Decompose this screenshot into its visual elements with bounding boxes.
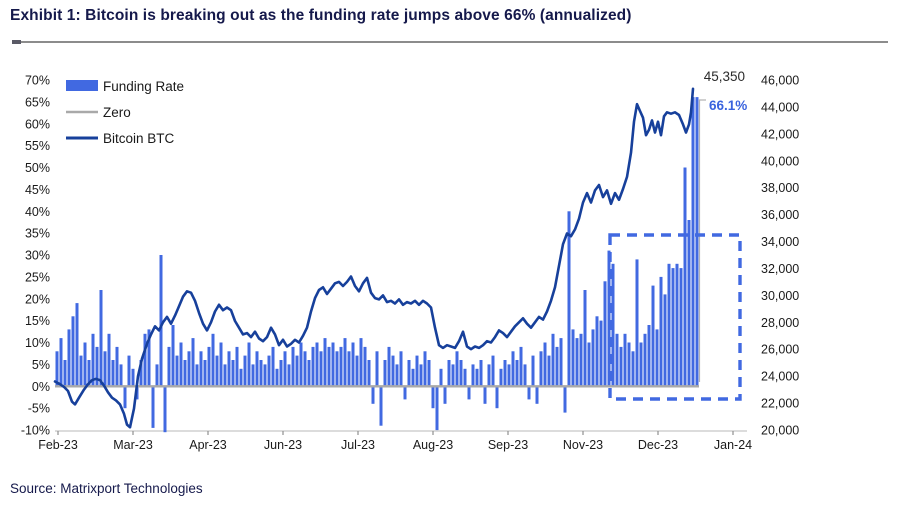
price-peak-annotation: 45,350 [704,69,745,84]
left-axis: 70% 65% 60% 55% 50% 45% 40% 35% 30% 25% 20% 15% 10% 5… [21,74,50,438]
right-axis-tick-label: 26,000 [761,343,799,357]
x-axis-tick-label: Sep-23 [488,438,528,452]
right-axis-tick-label: 42,000 [761,127,799,141]
highlight-box [608,233,742,401]
left-axis-tick-label: 5% [32,358,50,372]
chart-legend: Funding Rate Zero Bitcoin BTC [66,79,184,146]
title-divider [12,41,888,43]
x-axis-tick-label: Feb-23 [38,438,78,452]
right-axis-tick-label: 28,000 [761,316,799,330]
left-axis-tick-label: 65% [25,95,50,109]
x-axis-tick-label: Mar-23 [113,438,153,452]
title-divider-cap [12,40,21,44]
left-axis-tick-label: 35% [25,227,50,241]
x-axis-tick-label: Jan-24 [714,438,752,452]
funding-peak-annotation: 66.1% [709,98,747,113]
x-axis: Feb-23 Mar-23 Apr-23 Jun-23 Jul-23 Aug-23 Sep-… [38,430,752,452]
left-axis-tick-label: 70% [25,74,50,88]
left-axis-tick-label: 45% [25,183,50,197]
left-axis-tick-label: 50% [25,161,50,175]
left-axis-tick-label: 20% [25,292,50,306]
left-axis-tick-label: -5% [28,402,50,416]
x-axis-tick-label: Jun-23 [264,438,302,452]
legend-label: Bitcoin BTC [103,131,175,146]
right-axis-tick-label: 22,000 [761,397,799,411]
x-axis-tick-label: Aug-23 [413,438,453,452]
x-axis-tick-label: Apr-23 [189,438,227,452]
left-axis-tick-label: 30% [25,249,50,263]
left-axis-tick-label: 55% [25,139,50,153]
right-axis-tick-label: 20,000 [761,424,799,438]
left-axis-tick-label: 15% [25,314,50,328]
x-axis-tick-label: Dec-23 [638,438,678,452]
right-axis-tick-label: 34,000 [761,235,799,249]
right-axis-tick-label: 32,000 [761,262,799,276]
right-axis-tick-label: 38,000 [761,181,799,195]
left-axis-tick-label: 10% [25,336,50,350]
right-axis-tick-label: 44,000 [761,100,799,114]
left-axis-tick-label: 0% [32,380,50,394]
left-axis-tick-label: 40% [25,205,50,219]
right-axis-tick-label: 24,000 [761,370,799,384]
x-axis-tick-label: Nov-23 [563,438,603,452]
right-axis: 46,000 44,000 42,000 40,000 38,000 36,000 34,0… [761,74,799,438]
left-axis-tick-label: 25% [25,270,50,284]
legend-swatch-bar [66,80,98,91]
legend-label: Zero [103,105,131,120]
left-axis-tick-label: 60% [25,117,50,131]
right-axis-tick-label: 36,000 [761,208,799,222]
x-axis-tick-label: Jul-23 [341,438,375,452]
btc-line [53,87,695,429]
source-note: Source: Matrixport Technologies [10,481,203,496]
funding-callout-line [698,99,706,382]
right-axis-tick-label: 46,000 [761,74,799,88]
right-axis-tick-label: 30,000 [761,289,799,303]
right-axis-tick-label: 40,000 [761,154,799,168]
exhibit-title: Exhibit 1: Bitcoin is breaking out as th… [10,7,632,24]
left-axis-tick-label: -10% [21,424,50,438]
funding-rate-bars [55,97,699,433]
legend-label: Funding Rate [103,79,184,94]
